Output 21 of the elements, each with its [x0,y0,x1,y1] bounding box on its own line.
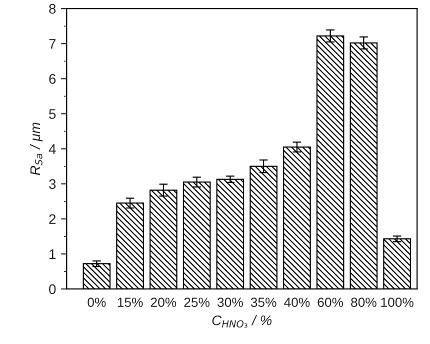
x-tick-label: 35% [250,298,276,307]
x-tick-label: 80% [351,298,376,307]
y-tick-label: 5 [49,109,56,119]
x-tick-label: 0% [88,298,106,307]
y-tick-label: 8 [49,4,56,14]
y-tick-label: 0 [49,284,56,294]
x-tick-label: 40% [284,298,310,307]
x-tick-label: 100% [381,298,414,307]
x-tick-label: 60% [318,298,344,307]
y-tick-label: 1 [50,249,56,259]
y-tick-label: 4 [48,144,56,154]
x-tick-label: 25% [184,298,210,307]
y-tick-label: 2 [49,214,56,224]
y-tick-label: 7 [49,39,56,49]
x-axis-title: C$_{HNO₃}$ / % [212,315,272,328]
y-axis-title: R$_{Sa}$ / μm [30,122,43,176]
x-tick-label: 15% [118,298,143,307]
x-tick-label: 20% [150,298,176,307]
y-tick-label: 6 [49,74,56,84]
x-tick-label: 30% [217,298,243,307]
y-tick-label: 3 [49,179,56,189]
